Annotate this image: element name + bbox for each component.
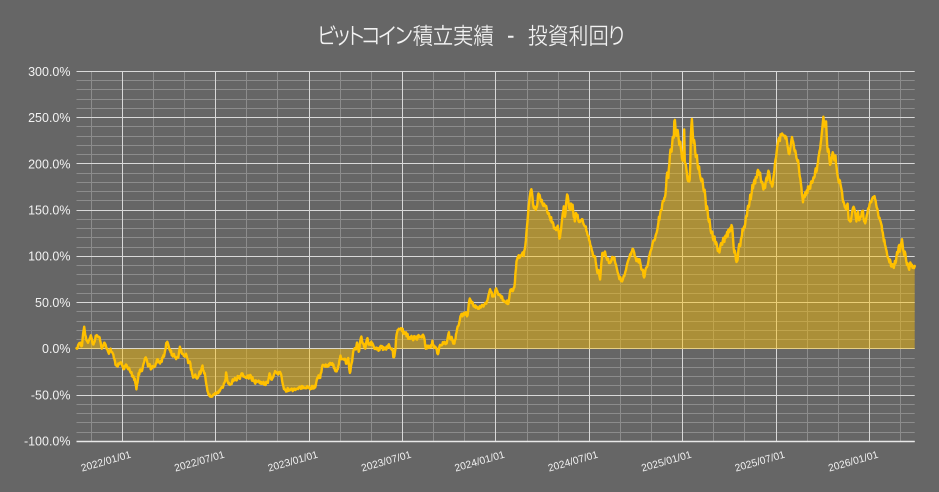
svg-text:100.0%: 100.0% [28,250,70,264]
svg-text:-100.0%: -100.0% [24,435,71,449]
svg-text:300.0%: 300.0% [28,65,70,79]
svg-text:150.0%: 150.0% [28,204,70,218]
svg-text:-50.0%: -50.0% [31,388,71,402]
svg-text:250.0%: 250.0% [28,111,70,125]
svg-text:50.0%: 50.0% [35,296,70,310]
svg-text:200.0%: 200.0% [28,157,70,171]
svg-text:0.0%: 0.0% [42,342,71,356]
